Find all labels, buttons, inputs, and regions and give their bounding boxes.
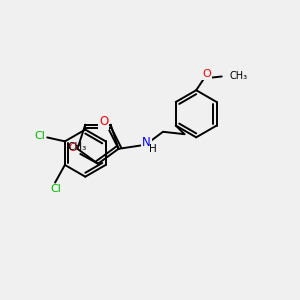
Text: N: N <box>142 136 151 149</box>
Text: CH₃: CH₃ <box>230 71 248 82</box>
Text: CH₃: CH₃ <box>68 142 87 152</box>
Text: Cl: Cl <box>34 131 45 142</box>
Text: H: H <box>149 144 156 154</box>
Text: O: O <box>99 116 108 128</box>
Text: O: O <box>202 68 211 79</box>
Text: O: O <box>68 143 77 153</box>
Text: Cl: Cl <box>51 184 62 194</box>
